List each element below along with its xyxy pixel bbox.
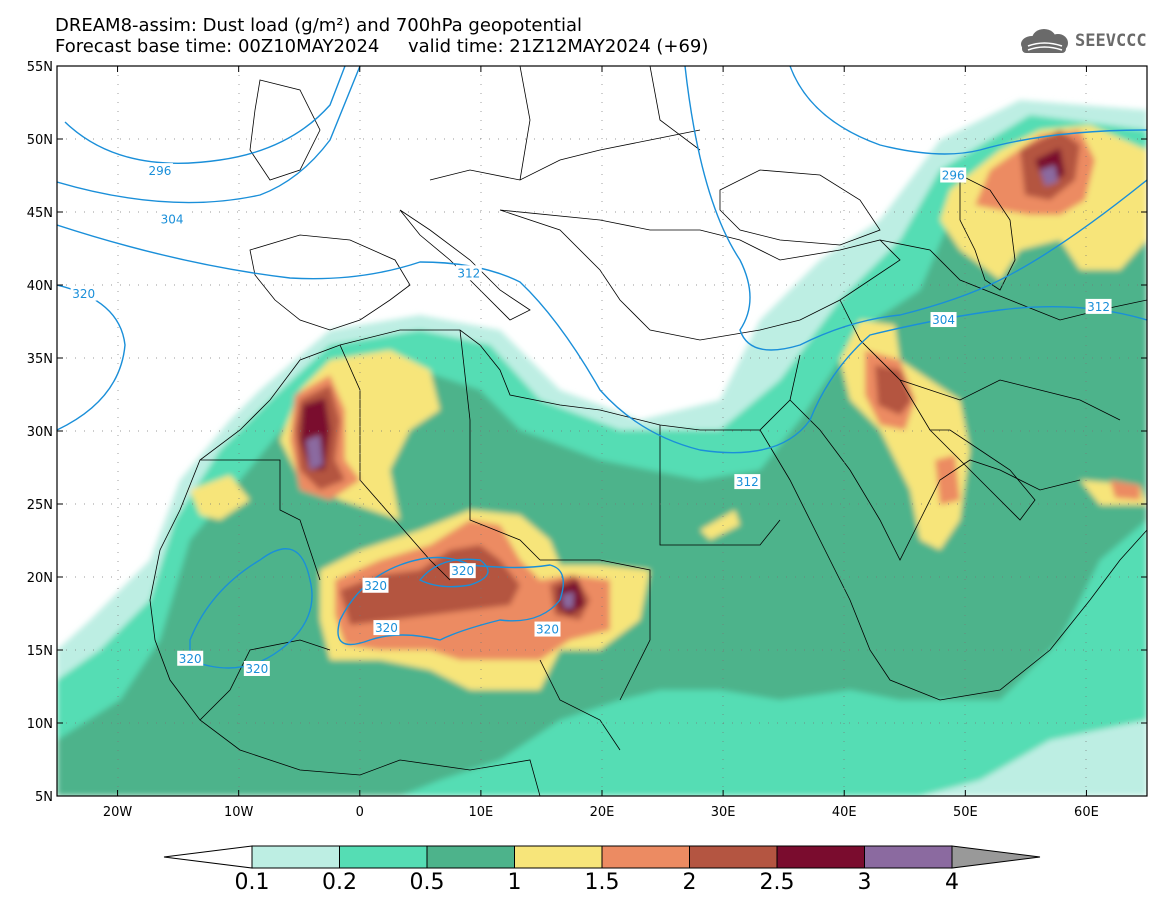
contour-label-bg [177, 650, 204, 666]
colorbar-label: 1.5 [584, 870, 620, 895]
contour-label-text: 304 [161, 212, 184, 226]
contour-label-text: 320 [536, 623, 559, 637]
contour-label-text: 296 [942, 169, 965, 183]
contour-label-bg [930, 312, 957, 328]
dust-field: 296 304 312 320 296 304 312 312 320 320 320 320 320 3… [57, 66, 1147, 796]
contour-label-bg [362, 577, 389, 593]
title-line-2: Forecast base time: 00Z10MAY2024 valid t… [55, 36, 709, 57]
contour-label-bg [146, 163, 173, 179]
lat-tick-label: 45N [27, 206, 53, 221]
contour-label: 320 [373, 620, 400, 636]
lon-tick-label: 60E [1074, 805, 1099, 820]
contour-label-text: 320 [375, 621, 398, 635]
lat-tick-label: 40N [27, 279, 53, 294]
lon-tick-label: 50E [953, 805, 978, 820]
contour-label-bg [940, 167, 967, 183]
colorbar-segment [514, 845, 603, 869]
lat-tick-label: 55N [27, 60, 53, 75]
lat-tick-label: 30N [27, 425, 53, 440]
lat-tick-label: 15N [27, 644, 53, 659]
contour-label: 320 [177, 650, 204, 666]
contour-label-text: 304 [932, 313, 955, 327]
contour-label: 304 [159, 211, 186, 227]
contour-labels: 296 304 312 320 296 304 312 312 320 320 320 320 320 3… [70, 163, 1112, 676]
colorbar-over-arrow [951, 845, 1041, 869]
contour-label-bg [1085, 298, 1112, 314]
colorbar-under-arrow [163, 845, 253, 869]
contour-label: 312 [1085, 298, 1112, 314]
colorbar-label: 0.1 [234, 870, 270, 895]
lon-tick-label: 40E [832, 805, 857, 820]
lon-tick-label: 20W [103, 805, 133, 820]
colorbar-label: 2.5 [759, 870, 795, 895]
contour-label-bg [534, 621, 561, 637]
colorbar-label: 2 [682, 870, 697, 895]
contour-label-bg [70, 285, 97, 301]
contour-label: 320 [534, 621, 561, 637]
contour-label-text: 296 [148, 164, 171, 178]
contour-label-bg [373, 620, 400, 636]
latitude-axis: 55N 50N 45N 40N 35N 30N 25N 20N 15N 10N 5N [27, 60, 1147, 805]
colorbar-label: 1 [507, 870, 522, 895]
contour-label-bg [159, 211, 186, 227]
contour-label-bg [455, 265, 482, 281]
lat-tick-label: 20N [27, 571, 53, 586]
lon-tick-label: 0 [356, 805, 364, 820]
contour-label-text: 312 [1087, 300, 1110, 314]
colorbar-segment [689, 845, 778, 869]
contour-label: 304 [930, 312, 957, 328]
contour-label-text: 320 [245, 662, 268, 676]
contour-label-text: 320 [179, 652, 202, 666]
lat-tick-label: 5N [35, 790, 53, 805]
colorbar [163, 845, 1041, 869]
colorbar-segment [864, 845, 953, 869]
lon-tick-label: 30E [711, 805, 736, 820]
contour-label: 312 [734, 474, 761, 490]
contour-label: 312 [455, 265, 482, 281]
lon-tick-label: 10W [224, 805, 254, 820]
contour-label-text: 312 [736, 475, 759, 489]
lon-tick-label: 20E [590, 805, 615, 820]
contour-label: 320 [449, 563, 476, 579]
contour-label: 320 [243, 660, 270, 676]
contour-label: 320 [70, 285, 97, 301]
colorbar-segment [251, 845, 340, 869]
coastlines [149, 66, 1147, 796]
title-line-1: DREAM8-assim: Dust load (g/m²) and 700hP… [55, 15, 582, 36]
lat-tick-label: 10N [27, 717, 53, 732]
contour-label-bg [734, 474, 761, 490]
contour-label: 320 [362, 577, 389, 593]
colorbar-label: 0.5 [409, 870, 445, 895]
longitude-axis: 20W 10W 0 10E 20E 30E 40E 50E 60E [103, 66, 1099, 820]
contour-label: 296 [146, 163, 173, 179]
colorbar-segment [426, 845, 515, 869]
contour-label-text: 320 [364, 579, 387, 593]
lat-tick-label: 50N [27, 133, 53, 148]
colorbar-segment [601, 845, 690, 869]
contour-label-text: 312 [457, 266, 480, 280]
contour-label-text: 320 [72, 287, 95, 301]
lon-tick-label: 10E [469, 805, 494, 820]
cloud-logo-icon [1021, 29, 1068, 53]
contour-label-text: 320 [451, 564, 474, 578]
colorbar-label: 3 [857, 870, 872, 895]
contour-label: 296 [940, 167, 967, 183]
lat-tick-label: 25N [27, 498, 53, 513]
logo-text: SEEVCCC [1075, 31, 1147, 51]
colorbar-segment [339, 845, 428, 869]
contour-label-bg [449, 563, 476, 579]
contour-label-bg [243, 660, 270, 676]
colorbar-label: 0.2 [322, 870, 357, 895]
colorbar-label: 4 [945, 870, 959, 895]
colorbar-segment [776, 845, 865, 869]
lat-tick-label: 35N [27, 352, 53, 367]
